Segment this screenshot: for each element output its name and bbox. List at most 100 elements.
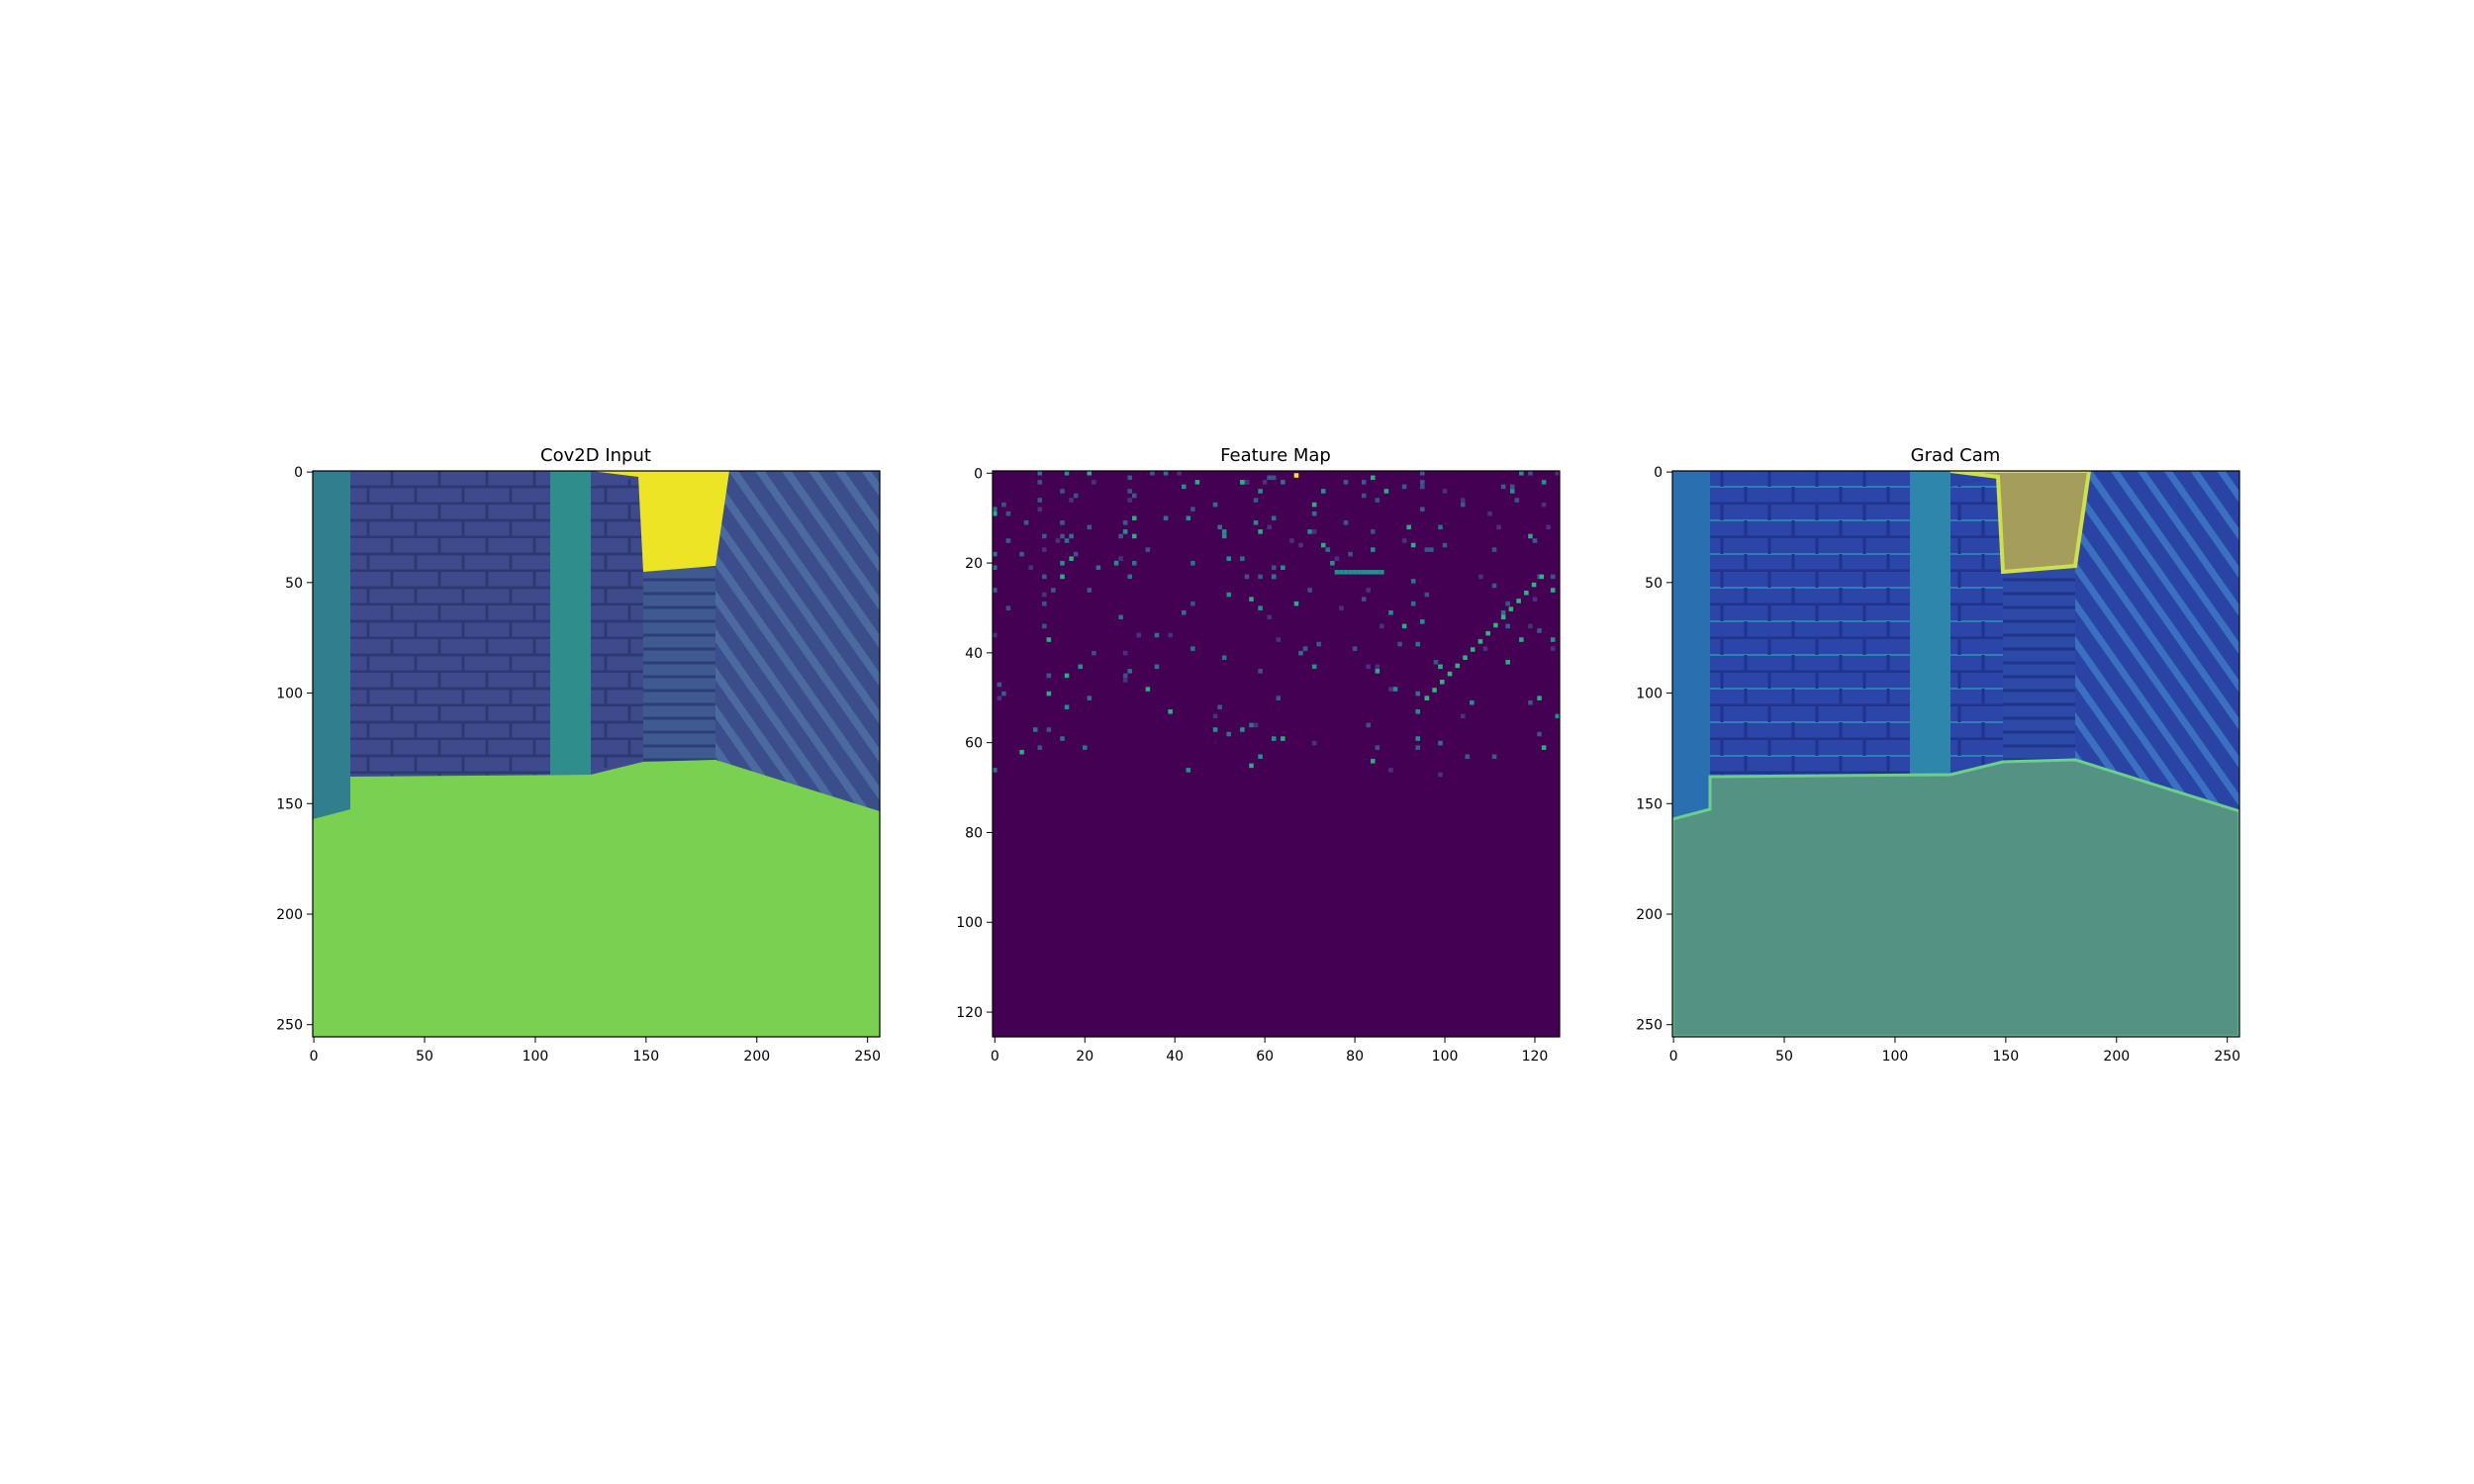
activation-pixel [1118, 614, 1123, 620]
activation-pixel [993, 768, 998, 773]
activation-pixel [1131, 515, 1137, 521]
activation-pixel [1541, 745, 1547, 750]
activation-pixel [1069, 498, 1074, 503]
activation-pixel [1438, 664, 1443, 670]
activation-pixel [1366, 570, 1371, 575]
x-tick-label: 0 [1669, 1049, 1678, 1065]
activation-pixel [1064, 673, 1070, 679]
activation-pixel [1258, 754, 1263, 760]
activation-pixel [1019, 749, 1024, 755]
y-tick-label: 40 [965, 646, 983, 662]
panel-title: Feature Map [1220, 445, 1331, 466]
y-axis-ticks: 0 50 100 150 200 250 [276, 465, 313, 1034]
activation-pixel [1064, 538, 1070, 543]
activation-pixel [1528, 623, 1533, 629]
activation-pixel [1240, 480, 1245, 485]
activation-pixel [1186, 768, 1191, 773]
activation-pixel [1253, 520, 1259, 525]
y-tick-label: 80 [965, 825, 983, 841]
activation-pixel [1539, 574, 1545, 580]
activation-pixel [1388, 768, 1393, 773]
activation-pixel [1505, 660, 1510, 665]
activation-pixel [1432, 688, 1437, 693]
image-cov2d-input [313, 471, 880, 1037]
activation-pixel [1532, 538, 1538, 543]
activation-pixel [1289, 538, 1294, 543]
activation-pixel [1401, 623, 1407, 629]
activation-pixel [1440, 680, 1445, 685]
activation-pixel [1037, 498, 1043, 503]
activation-pixel [1491, 754, 1497, 760]
activation-pixel [1032, 727, 1038, 732]
activation-pixel [1447, 671, 1453, 677]
activation-pixel [1118, 556, 1123, 561]
activation-pixel [1442, 489, 1448, 494]
panel-feature-map: Feature Map 0 20 40 60 80 100 120 0 20 40 60 80 100… [956, 445, 1561, 1065]
activation-pixel [1001, 691, 1006, 696]
sky-region [1950, 471, 2092, 575]
y-axis-ticks: 0 50 100 150 200 250 [1636, 465, 1672, 1034]
activation-pixel [1352, 570, 1358, 575]
activation-pixel [1127, 498, 1132, 503]
sky-region [591, 471, 729, 572]
activation-pixel [1397, 641, 1402, 647]
activation-pixel [1380, 570, 1384, 575]
y-tick-label: 60 [965, 736, 983, 752]
activation-pixel [1375, 570, 1380, 575]
activation-pixel [1415, 691, 1421, 696]
activation-pixel [1298, 650, 1303, 656]
activation-pixel [1127, 475, 1132, 481]
activation-pixel [1401, 538, 1407, 543]
x-tick-label: 250 [2214, 1049, 2240, 1065]
activation-pixel [1463, 655, 1468, 660]
activation-pixel [1388, 609, 1393, 615]
activation-pixel [1271, 515, 1277, 521]
activation-pixel [1244, 480, 1250, 485]
y-tick-label: 120 [956, 1005, 983, 1021]
activation-pixel [1508, 606, 1514, 611]
activation-pixel [1154, 664, 1160, 670]
x-tick-label: 50 [416, 1049, 433, 1065]
y-tick-label: 250 [276, 1018, 303, 1034]
activation-pixel [1311, 502, 1317, 508]
activation-pixel [1168, 632, 1173, 638]
activation-pixel [1019, 551, 1024, 557]
activation-pixel [1325, 547, 1331, 552]
activation-pixel [993, 510, 998, 516]
activation-pixel [1154, 632, 1160, 638]
activation-pixel [1046, 673, 1052, 679]
activation-pixel [1037, 480, 1043, 485]
activation-pixel [1060, 560, 1065, 566]
activation-pixel [1136, 632, 1142, 638]
y-tick-label: 0 [1654, 465, 1663, 481]
activation-pixel [1460, 498, 1466, 503]
activation-pixel [1092, 650, 1096, 656]
activation-pixel [1271, 736, 1277, 741]
activation-pixel [1118, 533, 1123, 539]
activation-pixel [1046, 637, 1052, 642]
activation-pixel [1509, 489, 1515, 494]
activation-pixel [1311, 510, 1317, 516]
activation-pixel [1046, 691, 1052, 696]
activation-pixel [1221, 529, 1227, 534]
activation-pixel [1424, 547, 1430, 552]
activation-pixel [1276, 637, 1282, 642]
activation-pixel [1249, 597, 1254, 602]
activation-pixel [1438, 524, 1443, 530]
activation-pixel [1519, 637, 1524, 642]
activation-pixel [1550, 637, 1556, 642]
activation-pixel [1500, 609, 1506, 615]
activation-pixel [1073, 493, 1079, 499]
activation-pixel [1375, 664, 1380, 670]
activation-pixel [1420, 619, 1425, 624]
activation-pixel [1168, 709, 1173, 714]
activation-pixel [1060, 533, 1065, 539]
activation-pixel [1131, 560, 1137, 566]
activation-pixel [1194, 480, 1200, 485]
activation-pixel [1005, 538, 1011, 543]
y-tick-label: 250 [1636, 1018, 1663, 1034]
activation-pixel [993, 588, 998, 593]
activation-pixel [1415, 641, 1421, 647]
activation-pixel [1005, 605, 1011, 610]
y-tick-label: 0 [974, 466, 983, 482]
